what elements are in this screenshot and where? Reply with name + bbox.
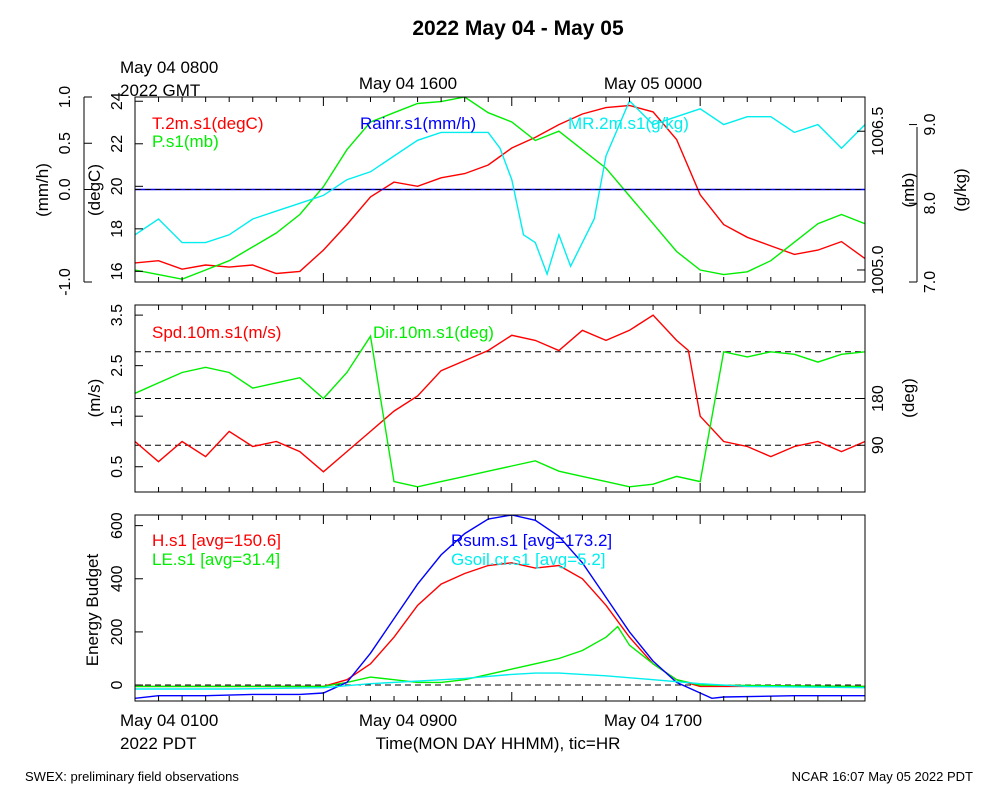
axis-label-mr: (g/kg) bbox=[951, 168, 970, 211]
legend-entry-rain: Rainr.s1(mm/h) bbox=[360, 114, 476, 133]
series-line-dir bbox=[135, 334, 865, 488]
legend-entry-pres: P.s1(mb) bbox=[152, 132, 219, 151]
axis-label-pres: (mb) bbox=[899, 173, 918, 208]
legend-entry-gsoil: Gsoil.cr.s1 [avg=5.2] bbox=[451, 550, 606, 569]
top-axis-first-tick-line2: 2022 GMT bbox=[120, 81, 200, 100]
x-axis-label: Time(MON DAY HHMM), tic=HR bbox=[376, 734, 621, 753]
y-tick-label-rain: 0.0 bbox=[57, 178, 74, 200]
axis-label-dir: (deg) bbox=[899, 378, 918, 418]
series-line-2 bbox=[135, 515, 865, 700]
top-axis-tick-label: May 04 1600 bbox=[359, 74, 457, 93]
axis-label-temp: (degC) bbox=[85, 164, 104, 216]
y-tick-label-temp: 24 bbox=[109, 92, 126, 110]
legend-entry-temp: T.2m.s1(degC) bbox=[152, 114, 263, 133]
y-tick-label-dir: 180 bbox=[870, 385, 887, 412]
legend-entry-rsum: Rsum.s1 [avg=173.2] bbox=[451, 531, 612, 550]
bottom-axis-first-tick-line1: May 04 0100 bbox=[120, 711, 218, 730]
footer-left: SWEX: preliminary field observations bbox=[25, 769, 239, 784]
chart-title: 2022 May 04 - May 05 bbox=[412, 17, 624, 40]
y-tick-label-energy: 0 bbox=[109, 681, 126, 690]
series-line-1 bbox=[135, 625, 865, 688]
axis-label-spd: (m/s) bbox=[85, 379, 104, 418]
panel-wind: 0.5 1.5 2.5 3.5 90 180 bbox=[109, 304, 887, 493]
axis-label-energy: Energy Budget bbox=[83, 553, 102, 666]
series-line-temp bbox=[135, 104, 865, 275]
y-tick-label-energy: 600 bbox=[109, 512, 126, 539]
legend-entry-h: H.s1 [avg=150.6] bbox=[152, 531, 281, 550]
y-tick-label-temp: 22 bbox=[109, 135, 126, 153]
series-line-mr bbox=[135, 99, 865, 277]
y-tick-label-mr: 7.0 bbox=[922, 271, 939, 293]
legend-entry-mr: MR.2m.s1(g/kg) bbox=[568, 114, 689, 133]
bottom-axis-tick-label: May 04 0900 bbox=[359, 711, 457, 730]
y-tick-label-spd: 3.5 bbox=[109, 304, 126, 326]
y-tick-label-mr: 9.0 bbox=[922, 113, 939, 135]
y-tick-label-temp: 18 bbox=[109, 220, 126, 238]
top-axis-tick-label: May 05 0000 bbox=[604, 74, 702, 93]
y-tick-label-pres: 1006.5 bbox=[870, 107, 887, 156]
y-tick-label-temp: 20 bbox=[109, 177, 126, 195]
y-tick-label-dir: 90 bbox=[870, 436, 887, 454]
plot-frame bbox=[134, 514, 866, 702]
series-line-spd bbox=[135, 314, 865, 473]
y-tick-label-rain: 1.0 bbox=[57, 86, 74, 108]
y-tick-label-rain: -1.0 bbox=[57, 268, 74, 296]
legend-entry-le: LE.s1 [avg=31.4] bbox=[152, 550, 280, 569]
footer-right: NCAR 16:07 May 05 2022 PDT bbox=[792, 769, 973, 784]
y-tick-label-rain: 0.5 bbox=[57, 132, 74, 154]
y-tick-label-spd: 0.5 bbox=[109, 456, 126, 478]
legend-entry-dir: Dir.10m.s1(deg) bbox=[373, 323, 494, 342]
series-line-0 bbox=[135, 562, 865, 688]
series-line-pres bbox=[135, 97, 865, 280]
axis-label-rain: (mm/h) bbox=[33, 163, 52, 217]
y-tick-label-pres: 1005.0 bbox=[870, 245, 887, 294]
bottom-axis-first-tick-line2: 2022 PDT bbox=[120, 734, 197, 753]
panel-met: 16 18 20 22 24 -1.0 0.0 0.5 1.0 1005.0 1006.5 7.0 8.… bbox=[57, 86, 939, 296]
y-tick-label-energy: 400 bbox=[109, 565, 126, 592]
plot-frame bbox=[134, 96, 866, 283]
panel-energy: 0 200 400 600 bbox=[109, 512, 866, 702]
y-tick-label-mr: 8.0 bbox=[922, 192, 939, 214]
y-tick-label-spd: 1.5 bbox=[109, 405, 126, 427]
panel-wind-series bbox=[135, 314, 865, 488]
y-tick-label-temp: 16 bbox=[109, 262, 126, 280]
top-axis-first-tick-line1: May 04 0800 bbox=[120, 58, 218, 77]
y-tick-label-spd: 2.5 bbox=[109, 354, 126, 376]
y-tick-label-energy: 200 bbox=[109, 618, 126, 645]
panel-energy-series bbox=[135, 515, 865, 700]
legend-entry-spd: Spd.10m.s1(m/s) bbox=[152, 323, 281, 342]
panel-met-series bbox=[135, 97, 865, 280]
series-line-3 bbox=[135, 672, 865, 690]
bottom-axis-tick-label: May 04 1700 bbox=[604, 711, 702, 730]
